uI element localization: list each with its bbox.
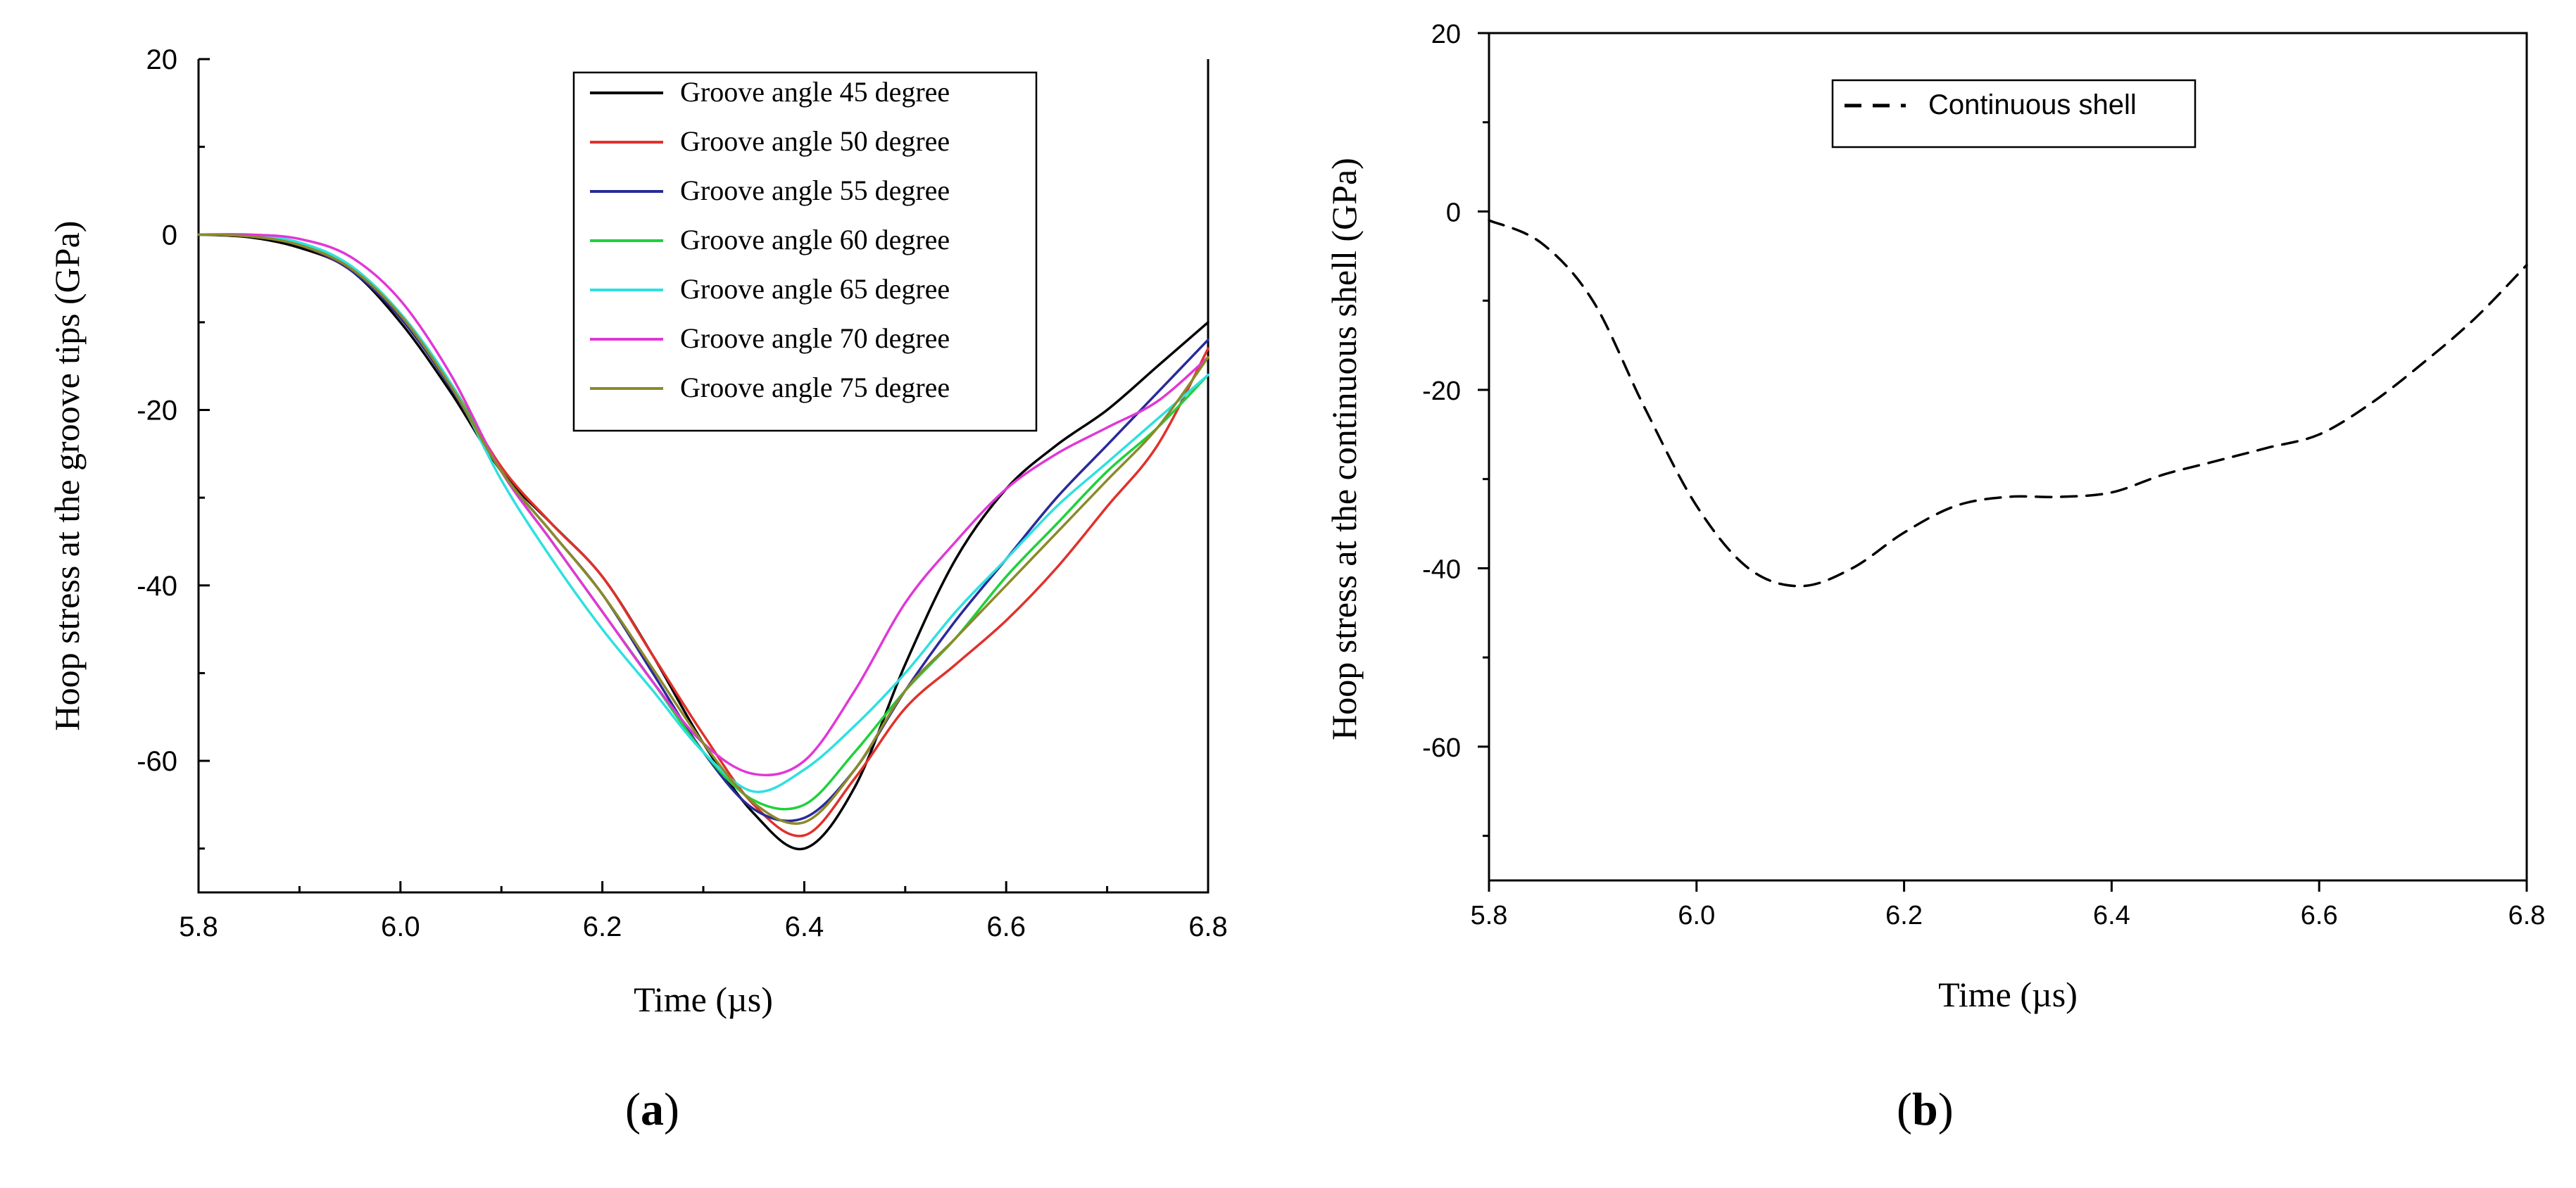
x-axis-title: Time (µs) bbox=[634, 980, 773, 1019]
x-axis-title: Time (µs) bbox=[1938, 975, 2078, 1014]
panel-label-open: ( bbox=[625, 1084, 641, 1135]
panel-label-letter: b bbox=[1912, 1084, 1938, 1135]
legend-label: Groove angle 60 degree bbox=[680, 224, 950, 255]
x-tick-label: 6.8 bbox=[2508, 901, 2546, 930]
legend-label: Groove angle 50 degree bbox=[680, 125, 950, 157]
panel-b-chart: 5.8 6.0 6.2 6.4 6.6 6.8 20 0 -20 -40 -60 Time (µs) H… bbox=[1324, 20, 2545, 1135]
legend-label: Groove angle 45 degree bbox=[680, 76, 950, 108]
x-tick-label: 6.6 bbox=[2301, 901, 2338, 930]
legend-box bbox=[1831, 79, 2197, 148]
series-line bbox=[197, 233, 1210, 793]
y-tick-label: -40 bbox=[137, 571, 177, 602]
y-tick-label: -40 bbox=[1422, 555, 1461, 584]
x-tick-label: 6.8 bbox=[1188, 911, 1228, 942]
x-tick-label: 6.0 bbox=[1678, 901, 1715, 930]
y-tick-label: -20 bbox=[137, 396, 177, 426]
legend-label: Continuous shell bbox=[1928, 89, 2137, 120]
panel-label-open: ( bbox=[1897, 1084, 1912, 1135]
x-tick-label: 6.4 bbox=[2093, 901, 2130, 930]
legend-label: Groove angle 75 degree bbox=[680, 372, 950, 403]
x-tick-label: 6.2 bbox=[1885, 901, 1923, 930]
y-tick-label: 0 bbox=[162, 220, 177, 251]
axes-frame bbox=[1488, 32, 2528, 882]
panel-label: (b) bbox=[1897, 1084, 1954, 1135]
panel-label: (a) bbox=[625, 1084, 679, 1135]
legend-label: Groove angle 55 degree bbox=[680, 175, 950, 206]
panel-label-close: ) bbox=[1938, 1084, 1954, 1135]
legend-box bbox=[572, 71, 1038, 432]
legend-label: Groove angle 65 degree bbox=[680, 273, 950, 305]
x-tick-label: 5.8 bbox=[179, 911, 218, 942]
y-tick-label: 20 bbox=[1431, 20, 1461, 49]
y-tick-label: 0 bbox=[1446, 198, 1461, 227]
x-tick-label: 6.2 bbox=[583, 911, 622, 942]
x-tick-label: 6.6 bbox=[986, 911, 1026, 942]
y-tick-label: -20 bbox=[1422, 377, 1461, 406]
y-tick-label: 20 bbox=[146, 44, 178, 75]
y-tick-label: -60 bbox=[137, 746, 177, 777]
panel-label-letter: a bbox=[641, 1084, 664, 1135]
y-axis-title: Hoop stress at the continuous shell (GPa… bbox=[1324, 158, 1364, 740]
x-tick-label: 6.4 bbox=[785, 911, 824, 942]
series-line bbox=[197, 233, 1210, 826]
x-tick-label: 6.0 bbox=[381, 911, 420, 942]
y-axis-title: Hoop stress at the groove tips (GPa) bbox=[47, 221, 87, 731]
panel-a-chart: 5.8 6.0 6.2 6.4 6.6 6.8 20 0 -20 -40 -60 Time (µs) H… bbox=[47, 44, 1228, 1135]
series-line bbox=[1488, 219, 2528, 588]
x-tick-label: 5.8 bbox=[1471, 901, 1508, 930]
panel-label-close: ) bbox=[664, 1084, 679, 1135]
legend-label: Groove angle 70 degree bbox=[680, 322, 950, 354]
y-tick-label: -60 bbox=[1422, 733, 1461, 763]
